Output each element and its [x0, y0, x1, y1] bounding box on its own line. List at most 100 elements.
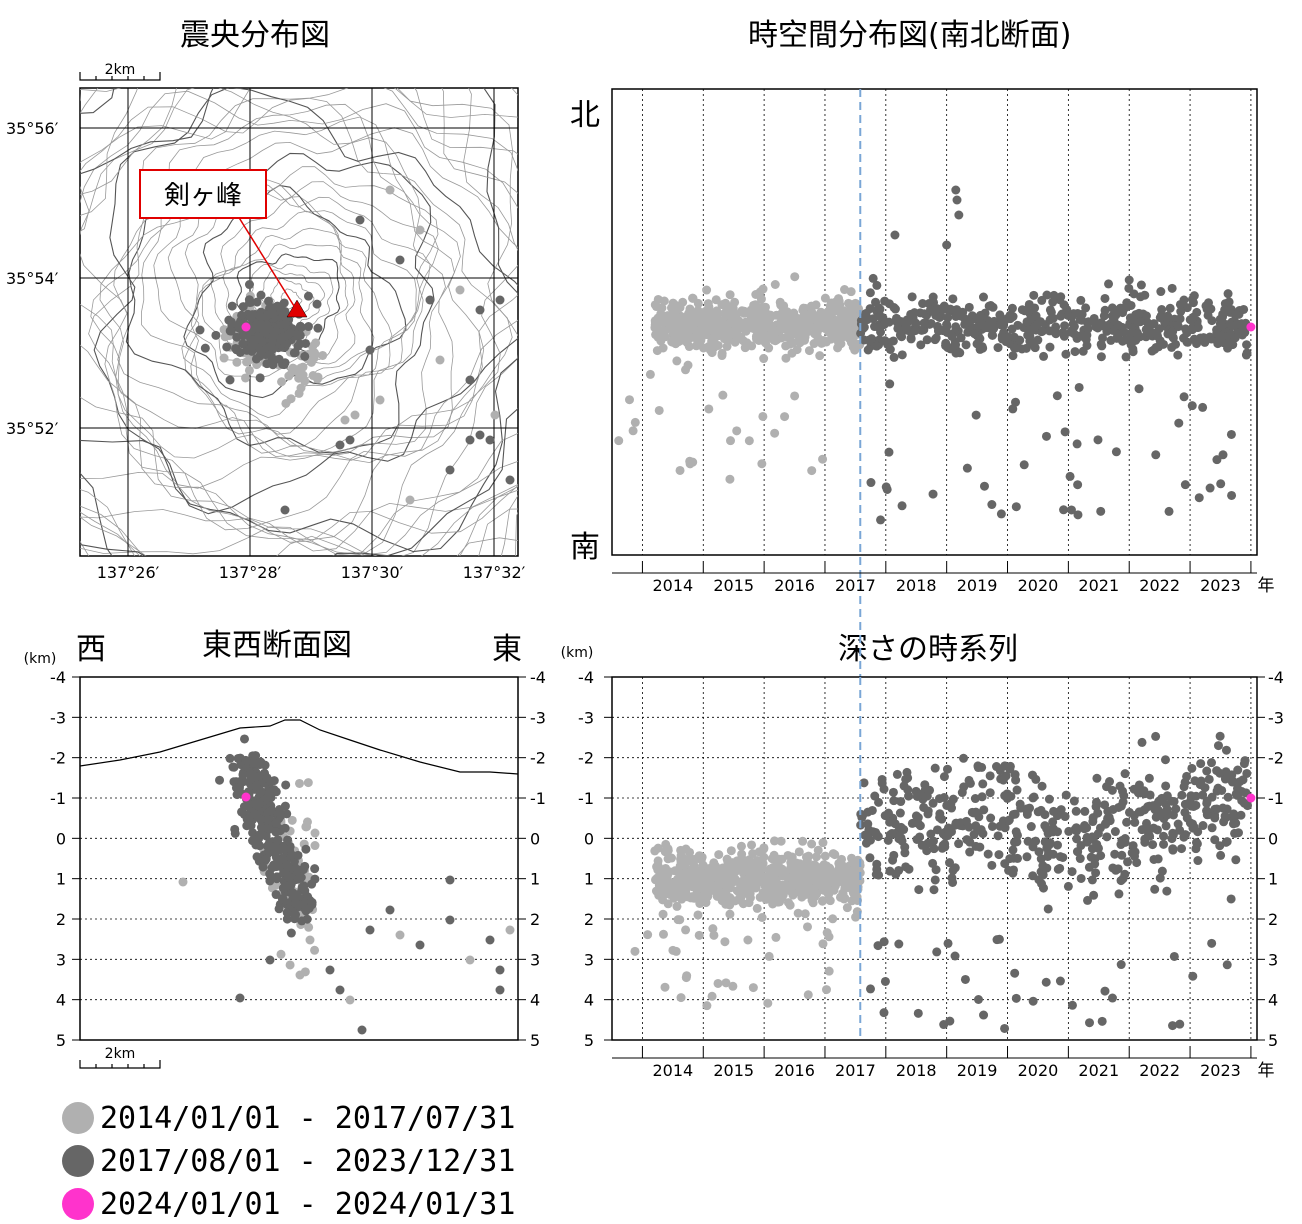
depth-point: [712, 880, 722, 890]
depth-point: [812, 852, 822, 862]
depth-point: [1029, 792, 1039, 802]
depth-point: [1079, 824, 1089, 834]
spacetime-point: [707, 348, 717, 358]
spacetime-point: [1029, 290, 1039, 300]
spacetime-point: [1046, 307, 1056, 317]
map-point: [475, 430, 485, 440]
depth-point: [978, 779, 988, 789]
spacetime-point: [836, 320, 846, 330]
spacetime-point: [987, 330, 997, 340]
spacetime-point: [1030, 343, 1040, 353]
spacetime-point: [1147, 346, 1157, 356]
year-tick-label: 2015: [713, 1061, 754, 1080]
spacetime-point: [769, 332, 779, 342]
spacetime-point: [1033, 335, 1043, 345]
spacetime-point: [907, 292, 917, 302]
ew-scale-bar: 2km: [79, 1046, 161, 1069]
spacetime-point: [1174, 418, 1184, 428]
depth-point: [1118, 786, 1128, 796]
spacetime-point: [704, 404, 714, 414]
depth-point: [913, 1008, 923, 1018]
depth-point: [1162, 886, 1172, 896]
depth-point: [992, 935, 1002, 945]
spacetime-point: [993, 343, 1003, 353]
spacetime-point: [1056, 311, 1066, 321]
ew-point: [254, 759, 264, 769]
spacetime-point: [1017, 344, 1027, 354]
depth-point: [791, 880, 801, 890]
y-tick-label-right: -3: [530, 708, 546, 727]
depth-point: [650, 846, 660, 856]
depth-point: [985, 788, 995, 798]
ew-point: [251, 840, 261, 850]
depth-point: [780, 871, 790, 881]
spacetime-point: [933, 326, 943, 336]
ew-km-unit: (km): [24, 651, 57, 667]
depth-point: [689, 875, 699, 885]
ew-point: [495, 985, 505, 995]
ew-point: [304, 922, 314, 932]
spacetime-point: [1070, 347, 1080, 357]
depth-point: [681, 925, 691, 935]
depth-point: [745, 878, 755, 888]
spacetime-point: [770, 280, 780, 290]
spacetime-point: [1157, 305, 1167, 315]
depth-point: [961, 816, 971, 826]
spacetime-point: [931, 333, 941, 343]
map-point: [251, 354, 261, 364]
depth-point: [965, 847, 975, 857]
spacetime-point: [1194, 493, 1204, 503]
spacetime-point: [820, 293, 830, 303]
spacetime-point: [1121, 352, 1131, 362]
depth-point: [930, 875, 940, 885]
spacetime-point: [987, 500, 997, 510]
year-tick-label: 2019: [957, 1061, 998, 1080]
year-tick-label: 2017: [835, 1061, 876, 1080]
depth-point: [818, 939, 828, 949]
spacetime-point: [1227, 490, 1237, 500]
spacetime-point: [882, 484, 892, 494]
depth-point: [658, 909, 668, 919]
contour-line: [80, 88, 518, 543]
depth-point: [1063, 881, 1073, 891]
ew-point: [302, 914, 312, 924]
depth-point: [1010, 770, 1020, 780]
spacetime-point: [675, 465, 685, 475]
spacetime-point: [835, 338, 845, 348]
depth-point: [800, 909, 810, 919]
depth-point: [919, 802, 929, 812]
depth-point: [1220, 774, 1230, 784]
depth-point: [863, 829, 873, 839]
spacetime-point: [1223, 289, 1233, 299]
depth-point: [1159, 839, 1169, 849]
depth-point: [720, 937, 730, 947]
spacetime-point: [726, 303, 736, 313]
spacetime-point: [1015, 335, 1025, 345]
spacetime-point: [1056, 292, 1066, 302]
depth-point: [946, 827, 956, 837]
depth-point: [653, 856, 663, 866]
spacetime-point: [1128, 314, 1138, 324]
spacetime-point: [742, 339, 752, 349]
ew-point: [485, 935, 495, 945]
spacetime-point: [1073, 510, 1083, 520]
y-tick-label-right: 2: [1268, 910, 1278, 929]
depth-point: [711, 870, 721, 880]
spacetime-point: [840, 285, 850, 295]
depth-point: [994, 850, 1004, 860]
depth-point: [1207, 823, 1217, 833]
depth-point: [903, 785, 913, 795]
ew-point: [395, 930, 405, 940]
depth-point: [915, 821, 925, 831]
spacetime-point: [954, 210, 964, 220]
spacetime-point: [863, 313, 873, 323]
depth-point: [752, 903, 762, 913]
depth-point: [977, 792, 987, 802]
contour-line: [181, 179, 417, 419]
legend-swatch: [62, 1145, 94, 1177]
depth-point: [694, 851, 704, 861]
depth-point: [757, 913, 767, 923]
spacetime-point: [1141, 311, 1151, 321]
spacetime-point: [792, 345, 802, 355]
depth-point: [747, 840, 757, 850]
